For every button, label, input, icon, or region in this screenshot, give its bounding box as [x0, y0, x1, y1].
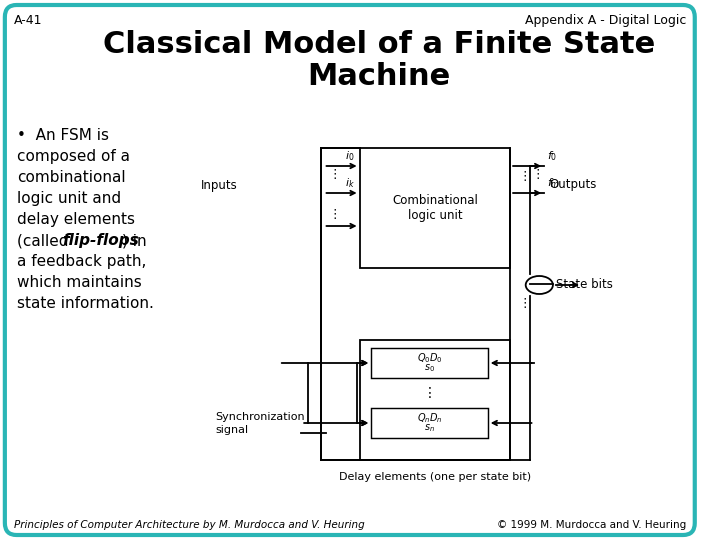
Text: $s_n$: $s_n$: [424, 422, 435, 434]
Text: $Q_0D_0$: $Q_0D_0$: [417, 351, 442, 365]
Text: Appendix A - Digital Logic: Appendix A - Digital Logic: [525, 14, 686, 27]
Bar: [359, 148, 510, 268]
Text: composed of a: composed of a: [17, 149, 130, 164]
Text: Principles of Computer Architecture by M. Murdocca and V. Heuring: Principles of Computer Architecture by M…: [14, 520, 364, 530]
Text: State bits: State bits: [556, 279, 613, 292]
Text: delay elements: delay elements: [17, 212, 135, 227]
Text: Classical Model of a Finite State: Classical Model of a Finite State: [103, 30, 655, 59]
Text: state information.: state information.: [17, 296, 154, 311]
Text: ⋮: ⋮: [518, 298, 531, 310]
Text: ⋮: ⋮: [518, 170, 531, 183]
Text: combinational: combinational: [17, 170, 126, 185]
Text: $i_0$: $i_0$: [345, 149, 354, 163]
Text: $s_0$: $s_0$: [424, 362, 435, 374]
Text: (called: (called: [17, 233, 74, 248]
Text: $f_0$: $f_0$: [547, 149, 557, 163]
Text: which maintains: which maintains: [17, 275, 143, 290]
Text: $i_k$: $i_k$: [345, 176, 355, 190]
Text: signal: signal: [216, 425, 249, 435]
Text: Inputs: Inputs: [202, 179, 238, 192]
Text: ⋮: ⋮: [423, 386, 436, 400]
Text: Machine: Machine: [307, 62, 451, 91]
FancyBboxPatch shape: [5, 5, 695, 535]
Text: Delay elements (one per state bit): Delay elements (one per state bit): [339, 472, 531, 482]
Text: A-41: A-41: [14, 14, 42, 27]
Text: Synchronization: Synchronization: [216, 412, 305, 422]
Text: a feedback path,: a feedback path,: [17, 254, 147, 269]
Ellipse shape: [526, 276, 553, 294]
Text: © 1999 M. Murdocca and V. Heuring: © 1999 M. Murdocca and V. Heuring: [497, 520, 686, 530]
Text: Outputs: Outputs: [549, 178, 596, 191]
Text: Combinational: Combinational: [392, 194, 478, 207]
Text: flip-flops: flip-flops: [62, 233, 139, 248]
Bar: [372, 408, 487, 438]
Text: ⋮: ⋮: [531, 168, 544, 181]
Text: logic unit and: logic unit and: [17, 191, 122, 206]
Text: •  An FSM is: • An FSM is: [17, 128, 109, 143]
Bar: [359, 340, 510, 460]
Text: ) in: ) in: [122, 233, 147, 248]
Text: $Q_nD_n$: $Q_nD_n$: [417, 411, 442, 425]
Bar: [372, 348, 487, 378]
Text: logic unit: logic unit: [408, 210, 462, 222]
Text: ⋮: ⋮: [328, 208, 341, 221]
Text: $f_m$: $f_m$: [547, 176, 560, 190]
Text: ⋮: ⋮: [328, 168, 341, 181]
